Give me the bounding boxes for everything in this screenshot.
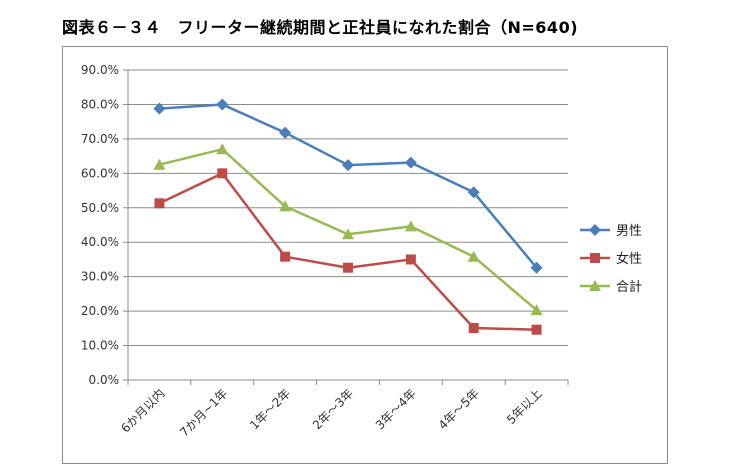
data-point (530, 304, 543, 316)
data-point (530, 261, 543, 274)
data-point (405, 254, 416, 265)
legend-item: 合計 (580, 279, 642, 295)
y-tick-label: 90.0% (81, 63, 119, 77)
y-tick-label: 60.0% (81, 166, 119, 180)
legend-marker (589, 224, 601, 236)
data-point (404, 156, 417, 169)
x-tick-label: 7か月~1年 (177, 386, 230, 439)
axes (123, 69, 569, 385)
data-point (404, 220, 417, 232)
data-point (468, 322, 479, 333)
y-tick-label: 50.0% (81, 201, 119, 215)
data-point (280, 251, 291, 262)
data-point (467, 186, 480, 199)
series-line (158, 172, 537, 331)
y-tick-labels: 0.0% 10.0% 20.0% 30.0% 40.0% 50.0% 60.0% 70.0% 8… (81, 63, 119, 387)
data-point (279, 126, 292, 139)
y-tick-label: 80.0% (81, 97, 119, 111)
x-tick-label: 4年～5年 (436, 386, 482, 432)
series-square (154, 168, 542, 335)
gridlines (128, 69, 568, 347)
series-triangle (153, 143, 543, 316)
chart-frame (62, 46, 668, 464)
data-point (216, 98, 229, 111)
y-tick-label: 20.0% (81, 304, 119, 318)
legend-label: 合計 (616, 279, 642, 295)
chart-title: 図表６－３４ フリーター継続期間と正社員になれた割合（N=640) (62, 18, 579, 37)
data-point (342, 159, 354, 172)
x-tick-label: 1年～2年 (247, 386, 293, 432)
x-tick-label: 3年～4年 (373, 386, 419, 432)
data-point (217, 168, 228, 179)
y-tick-label: 0.0% (89, 373, 120, 387)
legend-marker (590, 253, 600, 263)
x-tick-label: 6か月以内 (118, 386, 167, 435)
x-tick-labels: 6か月以内 7か月~1年 1年～2年 2年～3年 3年～4年 4年～5年 5年以上 (118, 386, 544, 439)
data-point (216, 143, 229, 155)
data-point (153, 102, 166, 115)
data-point (467, 250, 480, 262)
legend-label: 男性 (616, 224, 642, 239)
data-point (154, 198, 165, 209)
legend-label: 女性 (616, 251, 642, 267)
y-tick-label: 30.0% (81, 270, 119, 284)
data-point (153, 158, 166, 170)
series-diamond (153, 98, 543, 274)
data-point (531, 324, 542, 335)
legend-item: 女性 (580, 251, 642, 267)
y-tick-label: 70.0% (81, 132, 119, 146)
x-tick-label: 2年～3年 (310, 386, 356, 432)
legend-marker (589, 280, 601, 291)
y-tick-label: 40.0% (81, 235, 119, 249)
legend-item: 男性 (580, 224, 642, 239)
series-line (159, 103, 538, 269)
y-tick-label: 10.0% (81, 339, 119, 353)
data-point (342, 228, 354, 240)
data-point (279, 200, 292, 212)
series-group (153, 98, 543, 335)
data-point (343, 262, 353, 273)
x-tick-label: 5年以上 (504, 386, 545, 427)
